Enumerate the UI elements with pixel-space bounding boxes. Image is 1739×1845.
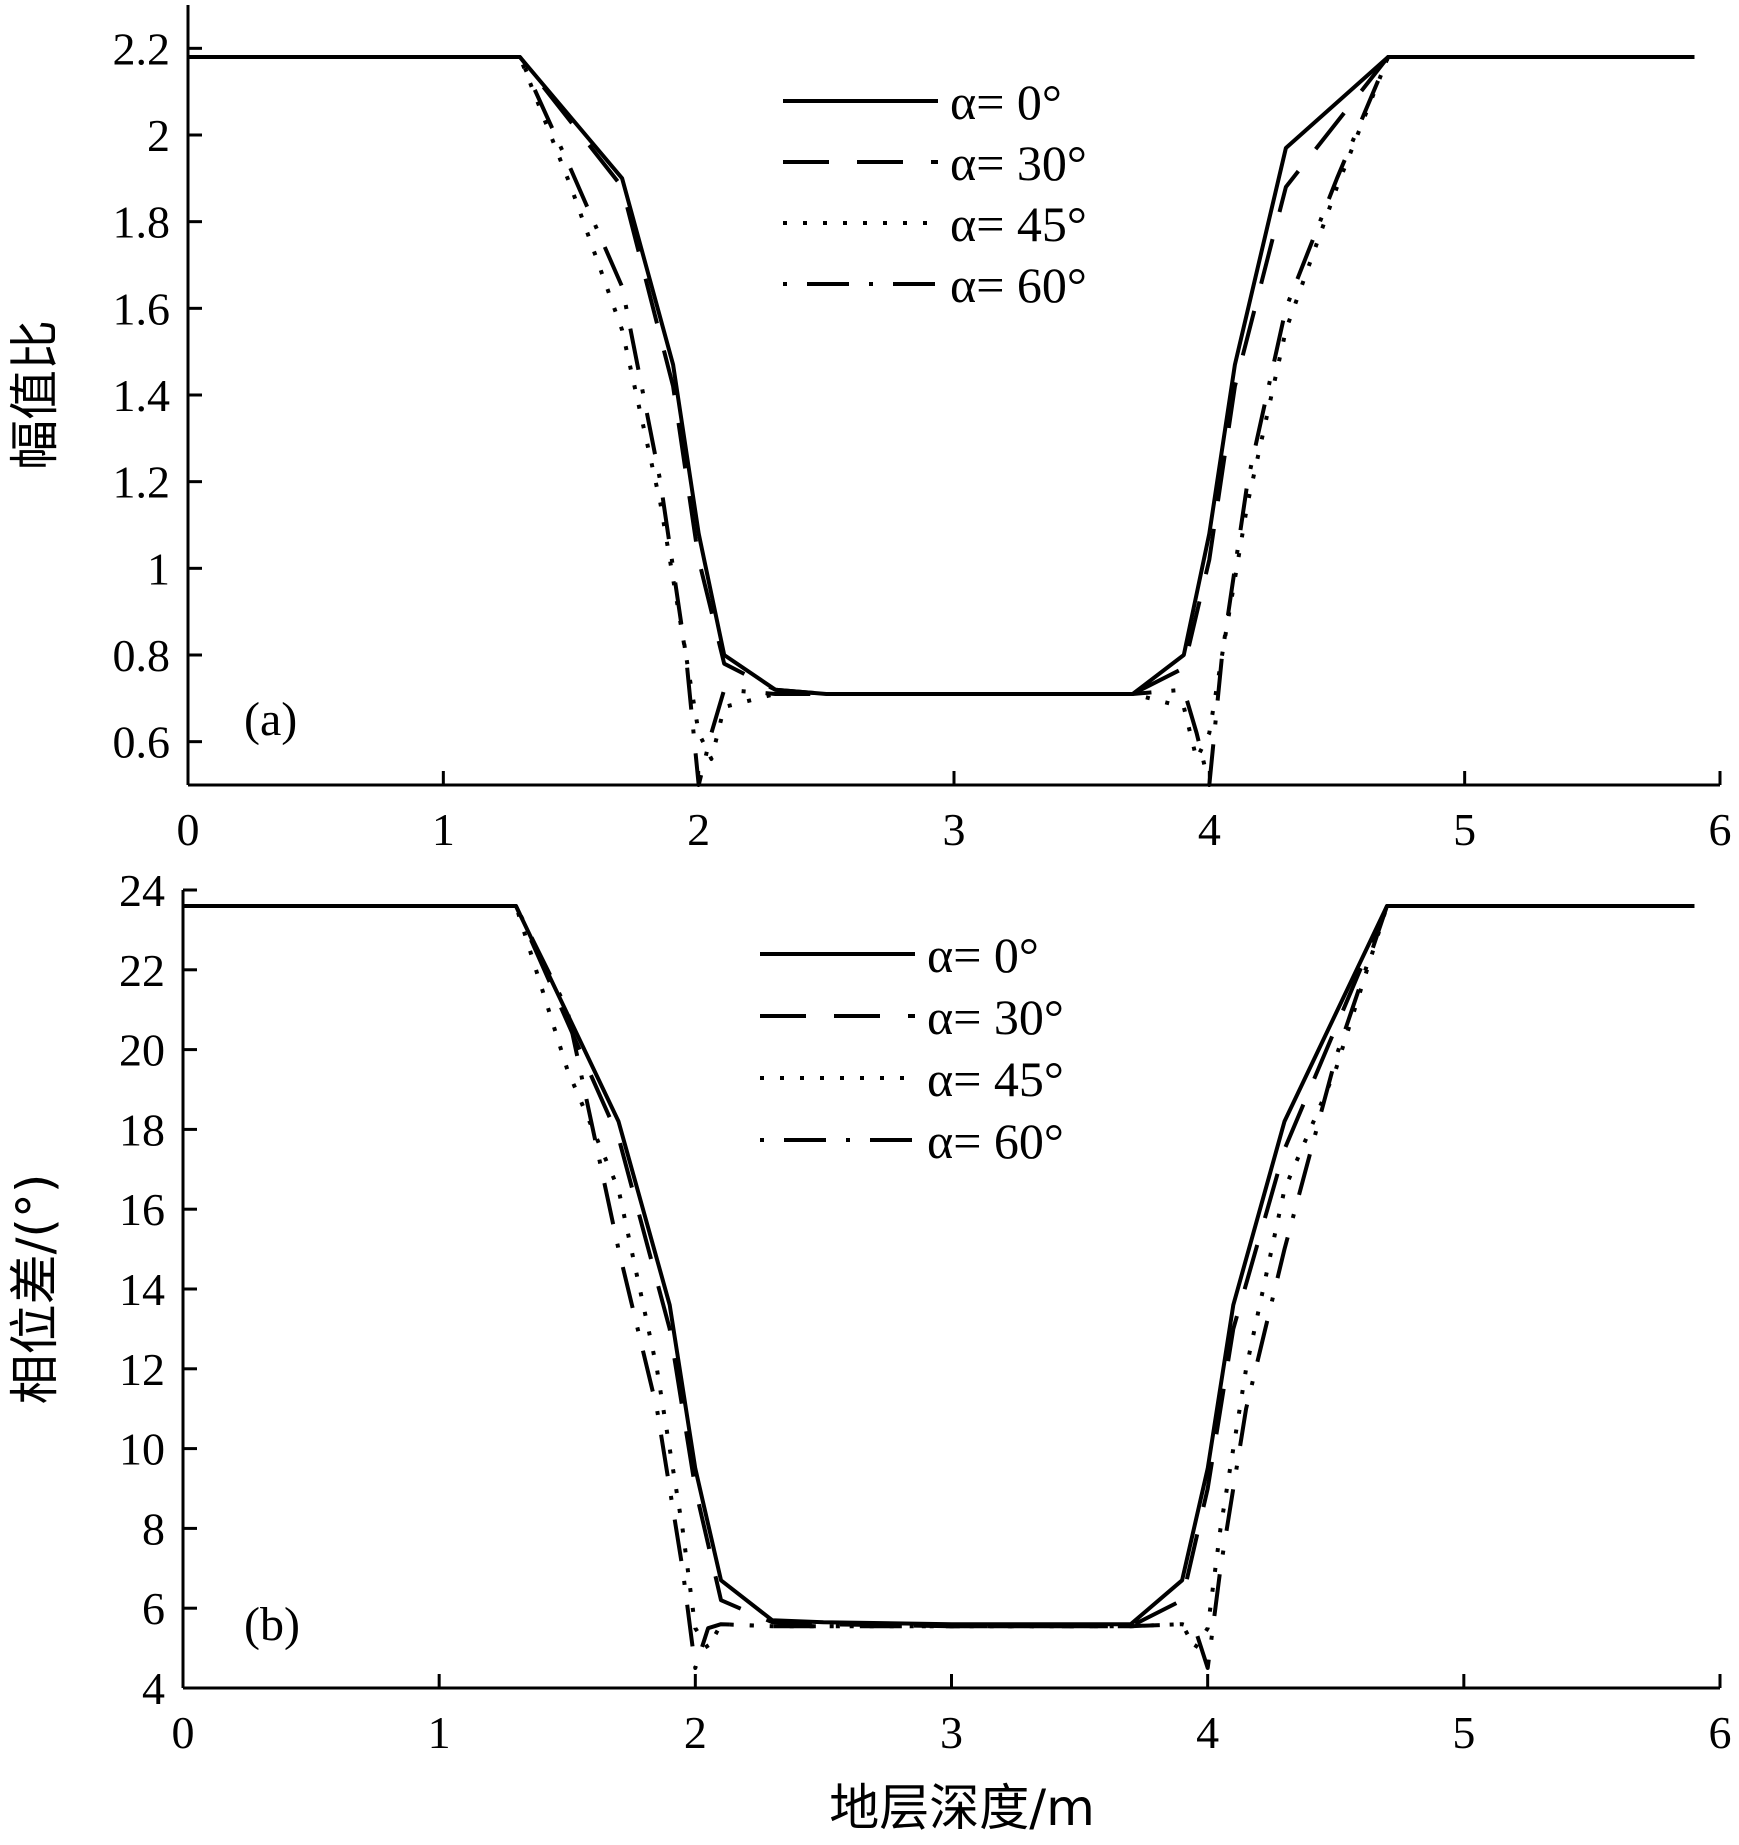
x-tick-label: 0 — [172, 1707, 195, 1758]
x-tick-label: 2 — [684, 1707, 707, 1758]
series-line — [183, 904, 1695, 1670]
series-line — [188, 55, 1695, 761]
y-tick-label: 1 — [147, 543, 170, 594]
y-tick-label: 12 — [119, 1344, 165, 1395]
legend-entry: α= 0° — [950, 74, 1062, 130]
y-tick-label: 22 — [119, 945, 165, 996]
y-tick-label: 1.4 — [113, 370, 171, 421]
x-tick-label: 1 — [432, 804, 455, 855]
x-tick-label: 4 — [1196, 1707, 1219, 1758]
y-tick-label: 20 — [119, 1025, 165, 1076]
legend-entry: α= 30° — [950, 135, 1087, 191]
x-axis-label: 地层深度/m — [829, 1779, 1095, 1837]
y-tick-label: 1.6 — [113, 283, 171, 334]
y-tick-label: 6 — [142, 1583, 165, 1634]
y-tick-label: 1.2 — [113, 457, 171, 508]
y-tick-label: 18 — [119, 1104, 165, 1155]
y-tick-label: 0.8 — [113, 630, 171, 681]
y-tick-label: 4 — [142, 1663, 165, 1714]
y-tick-label: 1.8 — [113, 197, 171, 248]
y-tick-label: 10 — [119, 1424, 165, 1475]
series-line — [188, 55, 1695, 696]
x-tick-label: 6 — [1709, 1707, 1732, 1758]
x-tick-label: 0 — [177, 804, 200, 855]
y-tick-label: 8 — [142, 1503, 165, 1554]
legend-entry: α= 60° — [927, 1113, 1064, 1169]
legend-entry: α= 45° — [950, 196, 1087, 252]
panel-label: (b) — [244, 1598, 300, 1651]
y-tick-label: 14 — [119, 1264, 165, 1315]
y-tick-label: 24 — [119, 865, 165, 916]
x-tick-label: 4 — [1198, 804, 1221, 855]
y-tick-label: 16 — [119, 1184, 165, 1235]
series-line — [188, 55, 1695, 696]
legend-entry: α= 0° — [927, 927, 1039, 983]
series-line — [188, 55, 1695, 787]
x-tick-label: 6 — [1709, 804, 1732, 855]
legend-entry: α= 60° — [950, 257, 1087, 313]
x-tick-label: 2 — [687, 804, 710, 855]
chart-panel-a: 0 1 2 3 4 5 6 0.6 0.8 1 1.2 1.4 1.6 1.8 2 2.2 幅值比 (a) α= 0… — [6, 5, 1732, 855]
x-tick-label: 1 — [428, 1707, 451, 1758]
x-tick-label: 3 — [940, 1707, 963, 1758]
y-axis-label: 幅值比 — [6, 320, 64, 470]
y-axis-label: 相位差/(°) — [6, 1174, 64, 1405]
panel-label: (a) — [244, 693, 297, 746]
y-tick-label: 0.6 — [113, 717, 171, 768]
legend-entry: α= 30° — [927, 989, 1064, 1045]
y-tick-label: 2.2 — [113, 23, 171, 74]
legend-entry: α= 45° — [927, 1051, 1064, 1107]
x-tick-label: 3 — [943, 804, 966, 855]
x-tick-label: 5 — [1452, 1707, 1475, 1758]
x-tick-label: 5 — [1453, 804, 1476, 855]
y-tick-label: 2 — [147, 110, 170, 161]
